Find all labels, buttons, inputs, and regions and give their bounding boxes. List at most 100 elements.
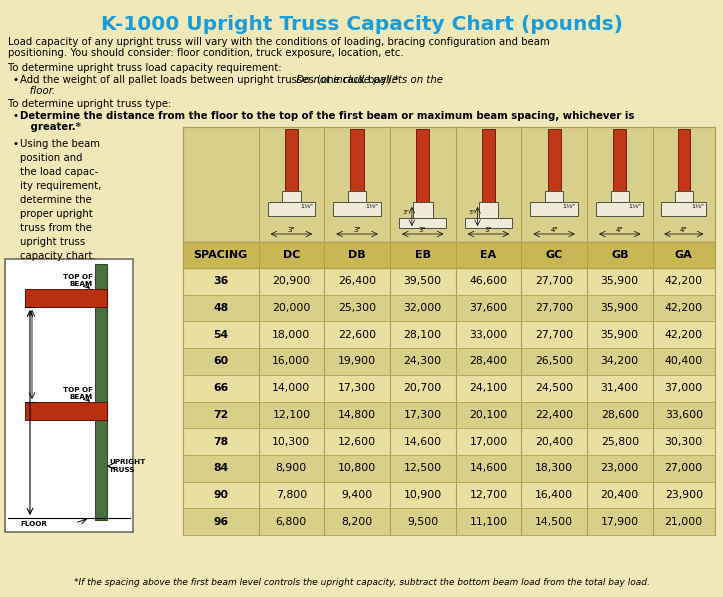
Text: 3": 3" [403, 210, 410, 214]
Bar [25, 289, 107, 307]
Text: 7,800: 7,800 [275, 490, 307, 500]
Text: 3": 3" [484, 227, 492, 233]
Text: 3": 3" [354, 227, 361, 233]
Text: 37,600: 37,600 [469, 303, 508, 313]
Text: 60: 60 [213, 356, 228, 367]
Bar [348, 191, 367, 202]
Text: 14,600: 14,600 [469, 463, 508, 473]
Text: 9,500: 9,500 [407, 516, 438, 527]
Text: 4": 4" [616, 227, 623, 233]
Bar [183, 455, 715, 482]
Bar [399, 218, 446, 228]
Text: 12,500: 12,500 [403, 463, 442, 473]
Text: 3": 3" [288, 227, 295, 233]
Bar [596, 202, 643, 216]
Text: •: • [12, 111, 18, 121]
Text: 23,900: 23,900 [664, 490, 703, 500]
Text: •: • [12, 75, 18, 85]
Text: 21,000: 21,000 [664, 516, 703, 527]
Bar [482, 129, 495, 202]
Text: Load capacity of any upright truss will vary with the conditions of loading, bra: Load capacity of any upright truss will … [8, 37, 549, 47]
Bar [183, 321, 715, 348]
Bar [545, 191, 563, 202]
Bar [413, 202, 432, 218]
Bar [677, 129, 690, 202]
Text: 12,700: 12,700 [469, 490, 508, 500]
Text: 10,900: 10,900 [403, 490, 442, 500]
Text: 28,400: 28,400 [469, 356, 508, 367]
Bar [351, 129, 364, 202]
Text: positioning. You should consider: floor condition, truck exposure, location, etc: positioning. You should consider: floor … [8, 48, 403, 58]
Text: 24,500: 24,500 [535, 383, 573, 393]
Text: 27,700: 27,700 [535, 303, 573, 313]
Text: 20,900: 20,900 [273, 276, 310, 287]
Text: 3": 3" [469, 210, 476, 214]
Text: EB: EB [415, 250, 431, 260]
Bar [5, 259, 133, 532]
Text: 18,000: 18,000 [273, 330, 310, 340]
Text: 35,900: 35,900 [601, 303, 639, 313]
Text: *If the spacing above the first beam level controls the upright capacity, subtra: *If the spacing above the first beam lev… [74, 578, 650, 587]
Text: 28,600: 28,600 [601, 410, 639, 420]
Text: 16,400: 16,400 [535, 490, 573, 500]
Text: 18,300: 18,300 [535, 463, 573, 473]
Text: 27,700: 27,700 [535, 330, 573, 340]
Bar [183, 268, 715, 295]
Text: 1⅛": 1⅛" [366, 205, 379, 210]
Text: K-1000 Upright Truss Capacity Chart (pounds): K-1000 Upright Truss Capacity Chart (pou… [101, 15, 623, 34]
Bar [531, 202, 578, 216]
Text: 35,900: 35,900 [601, 330, 639, 340]
Bar [547, 129, 560, 202]
Text: 4": 4" [680, 227, 688, 233]
Text: 33,000: 33,000 [469, 330, 508, 340]
Text: 46,600: 46,600 [469, 276, 508, 287]
Text: 36: 36 [213, 276, 228, 287]
Bar [183, 242, 715, 268]
Text: •: • [12, 139, 18, 149]
Text: 14,800: 14,800 [338, 410, 376, 420]
Text: 84: 84 [213, 463, 228, 473]
Text: 12,100: 12,100 [273, 410, 310, 420]
Text: 10,800: 10,800 [338, 463, 376, 473]
Text: 9,400: 9,400 [341, 490, 372, 500]
Bar [675, 191, 693, 202]
Text: 11,100: 11,100 [469, 516, 508, 527]
Text: GC: GC [545, 250, 562, 260]
Text: greater.*: greater.* [20, 122, 81, 132]
Text: 40,400: 40,400 [664, 356, 703, 367]
Text: 10,300: 10,300 [273, 436, 310, 447]
Text: Do not include pallets on the: Do not include pallets on the [20, 75, 443, 85]
Bar [25, 402, 107, 420]
Text: 28,100: 28,100 [403, 330, 442, 340]
Bar [662, 202, 706, 216]
Text: DB: DB [348, 250, 366, 260]
Text: 17,300: 17,300 [403, 410, 442, 420]
Bar [268, 202, 315, 216]
Text: 34,200: 34,200 [601, 356, 639, 367]
Bar [282, 191, 301, 202]
Text: 33,600: 33,600 [664, 410, 703, 420]
Text: 3": 3" [419, 227, 427, 233]
Text: 23,000: 23,000 [601, 463, 639, 473]
Text: EA: EA [480, 250, 497, 260]
Text: 4": 4" [550, 227, 558, 233]
Text: 24,300: 24,300 [403, 356, 442, 367]
Text: TOP OF
BEAM: TOP OF BEAM [63, 274, 93, 287]
Text: SPACING: SPACING [194, 250, 248, 260]
Text: 90: 90 [213, 490, 228, 500]
Text: 31,400: 31,400 [601, 383, 639, 393]
Bar [183, 428, 715, 455]
Text: floor.: floor. [20, 86, 55, 96]
Text: 48: 48 [213, 303, 228, 313]
Bar [416, 129, 429, 202]
Text: TOP OF
BEAM: TOP OF BEAM [63, 387, 93, 400]
Text: 1⅛": 1⅛" [691, 205, 704, 210]
Text: To determine upright truss type:: To determine upright truss type: [8, 99, 171, 109]
Text: 20,000: 20,000 [272, 303, 311, 313]
Text: 42,200: 42,200 [664, 330, 703, 340]
Text: 1⅛": 1⅛" [628, 205, 641, 210]
Text: 6,800: 6,800 [275, 516, 307, 527]
Text: UPRIGHT
TRUSS: UPRIGHT TRUSS [109, 460, 145, 472]
Text: 14,500: 14,500 [535, 516, 573, 527]
Text: GB: GB [611, 250, 628, 260]
